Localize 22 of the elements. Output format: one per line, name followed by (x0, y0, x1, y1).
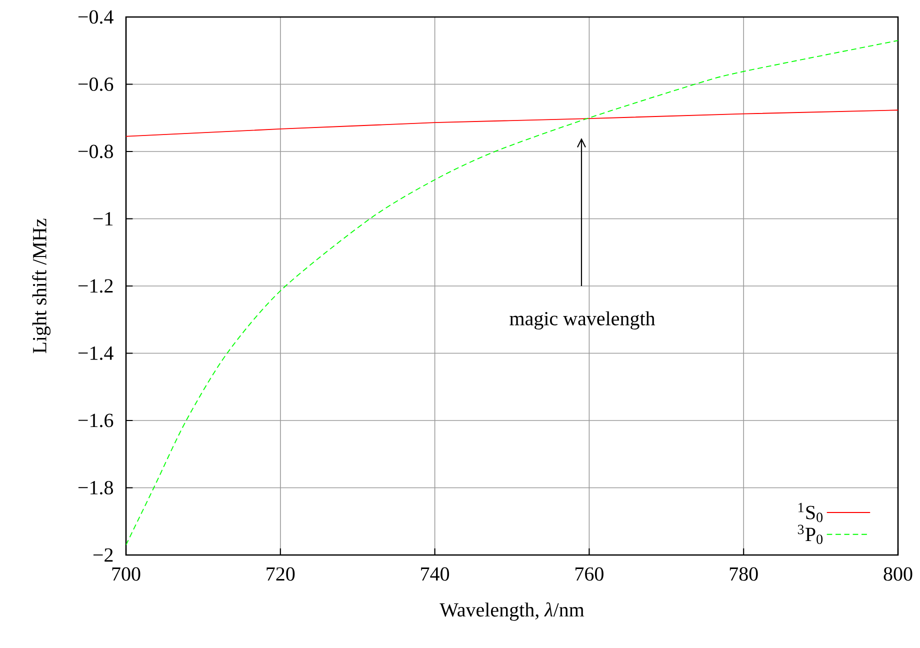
y-tick-label: −1.6 (78, 414, 114, 428)
x-tick-label: 760 (576, 567, 604, 581)
x-tick-label: 700 (112, 567, 140, 581)
x-axis-title: Wavelength, λ/nm (440, 602, 584, 621)
y-tick-label: −1.4 (78, 346, 114, 360)
y-tick-label: −0.4 (78, 10, 114, 24)
y-axis-title: Light shift /MHz (32, 218, 51, 354)
y-tick-label: −2 (93, 548, 113, 562)
x-tick-label: 780 (730, 567, 758, 581)
x-tick-label: 800 (884, 567, 912, 581)
y-tick-label: −0.8 (78, 144, 113, 158)
line-series (126, 110, 898, 137)
legend-label: $^{3}$P$_{0}$ (798, 524, 823, 544)
y-tick-label: −0.6 (78, 77, 114, 92)
y-tick-label: −1 (93, 212, 113, 226)
line-series (126, 40, 898, 546)
y-tick-label: −1.8 (78, 480, 113, 495)
x-tick-label: 740 (421, 567, 450, 581)
x-tick-label: 720 (266, 567, 295, 581)
annotation: magic wavelength (510, 311, 656, 330)
legend-label: $^{1}$S$_{0}$ (798, 502, 823, 522)
y-tick-label: −1.2 (78, 279, 113, 293)
